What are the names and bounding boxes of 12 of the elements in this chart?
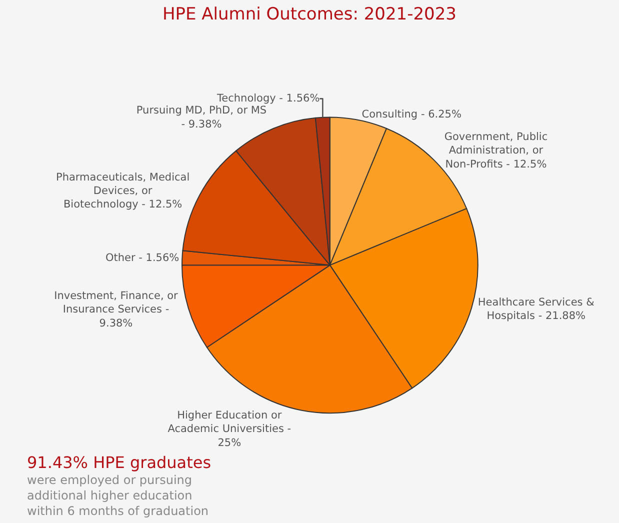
slice-label: Government, Public Administration, or Non-Profits - 12.5% <box>444 131 548 170</box>
slice-label: Higher Education or Academic Universities - 25% <box>168 410 292 449</box>
slice-label: Pharmaceuticals, Medical Devices, or Biotechnology - 12.5% <box>56 171 190 211</box>
slice-label: Other - 1.56% <box>106 252 180 264</box>
slice-label: Healthcare Services & Hospitals - 21.88% <box>478 296 594 322</box>
text: were employed or pursuing additional higher education within 6 months of graduation <box>27 473 209 518</box>
chart-title: HPE Alumni Outcomes: 2021-2023 <box>162 4 457 25</box>
text: 91.43% HPE graduates <box>27 453 212 472</box>
slice-label: Pursuing MD, PhD, or MS - 9.38% <box>136 104 267 130</box>
slice-label: Investment, Finance, or Insurance Services - 9.38% <box>54 290 179 330</box>
slice-label: Technology - 1.56% <box>216 92 320 105</box>
slice-label: Consulting - 6.25% <box>362 108 462 120</box>
